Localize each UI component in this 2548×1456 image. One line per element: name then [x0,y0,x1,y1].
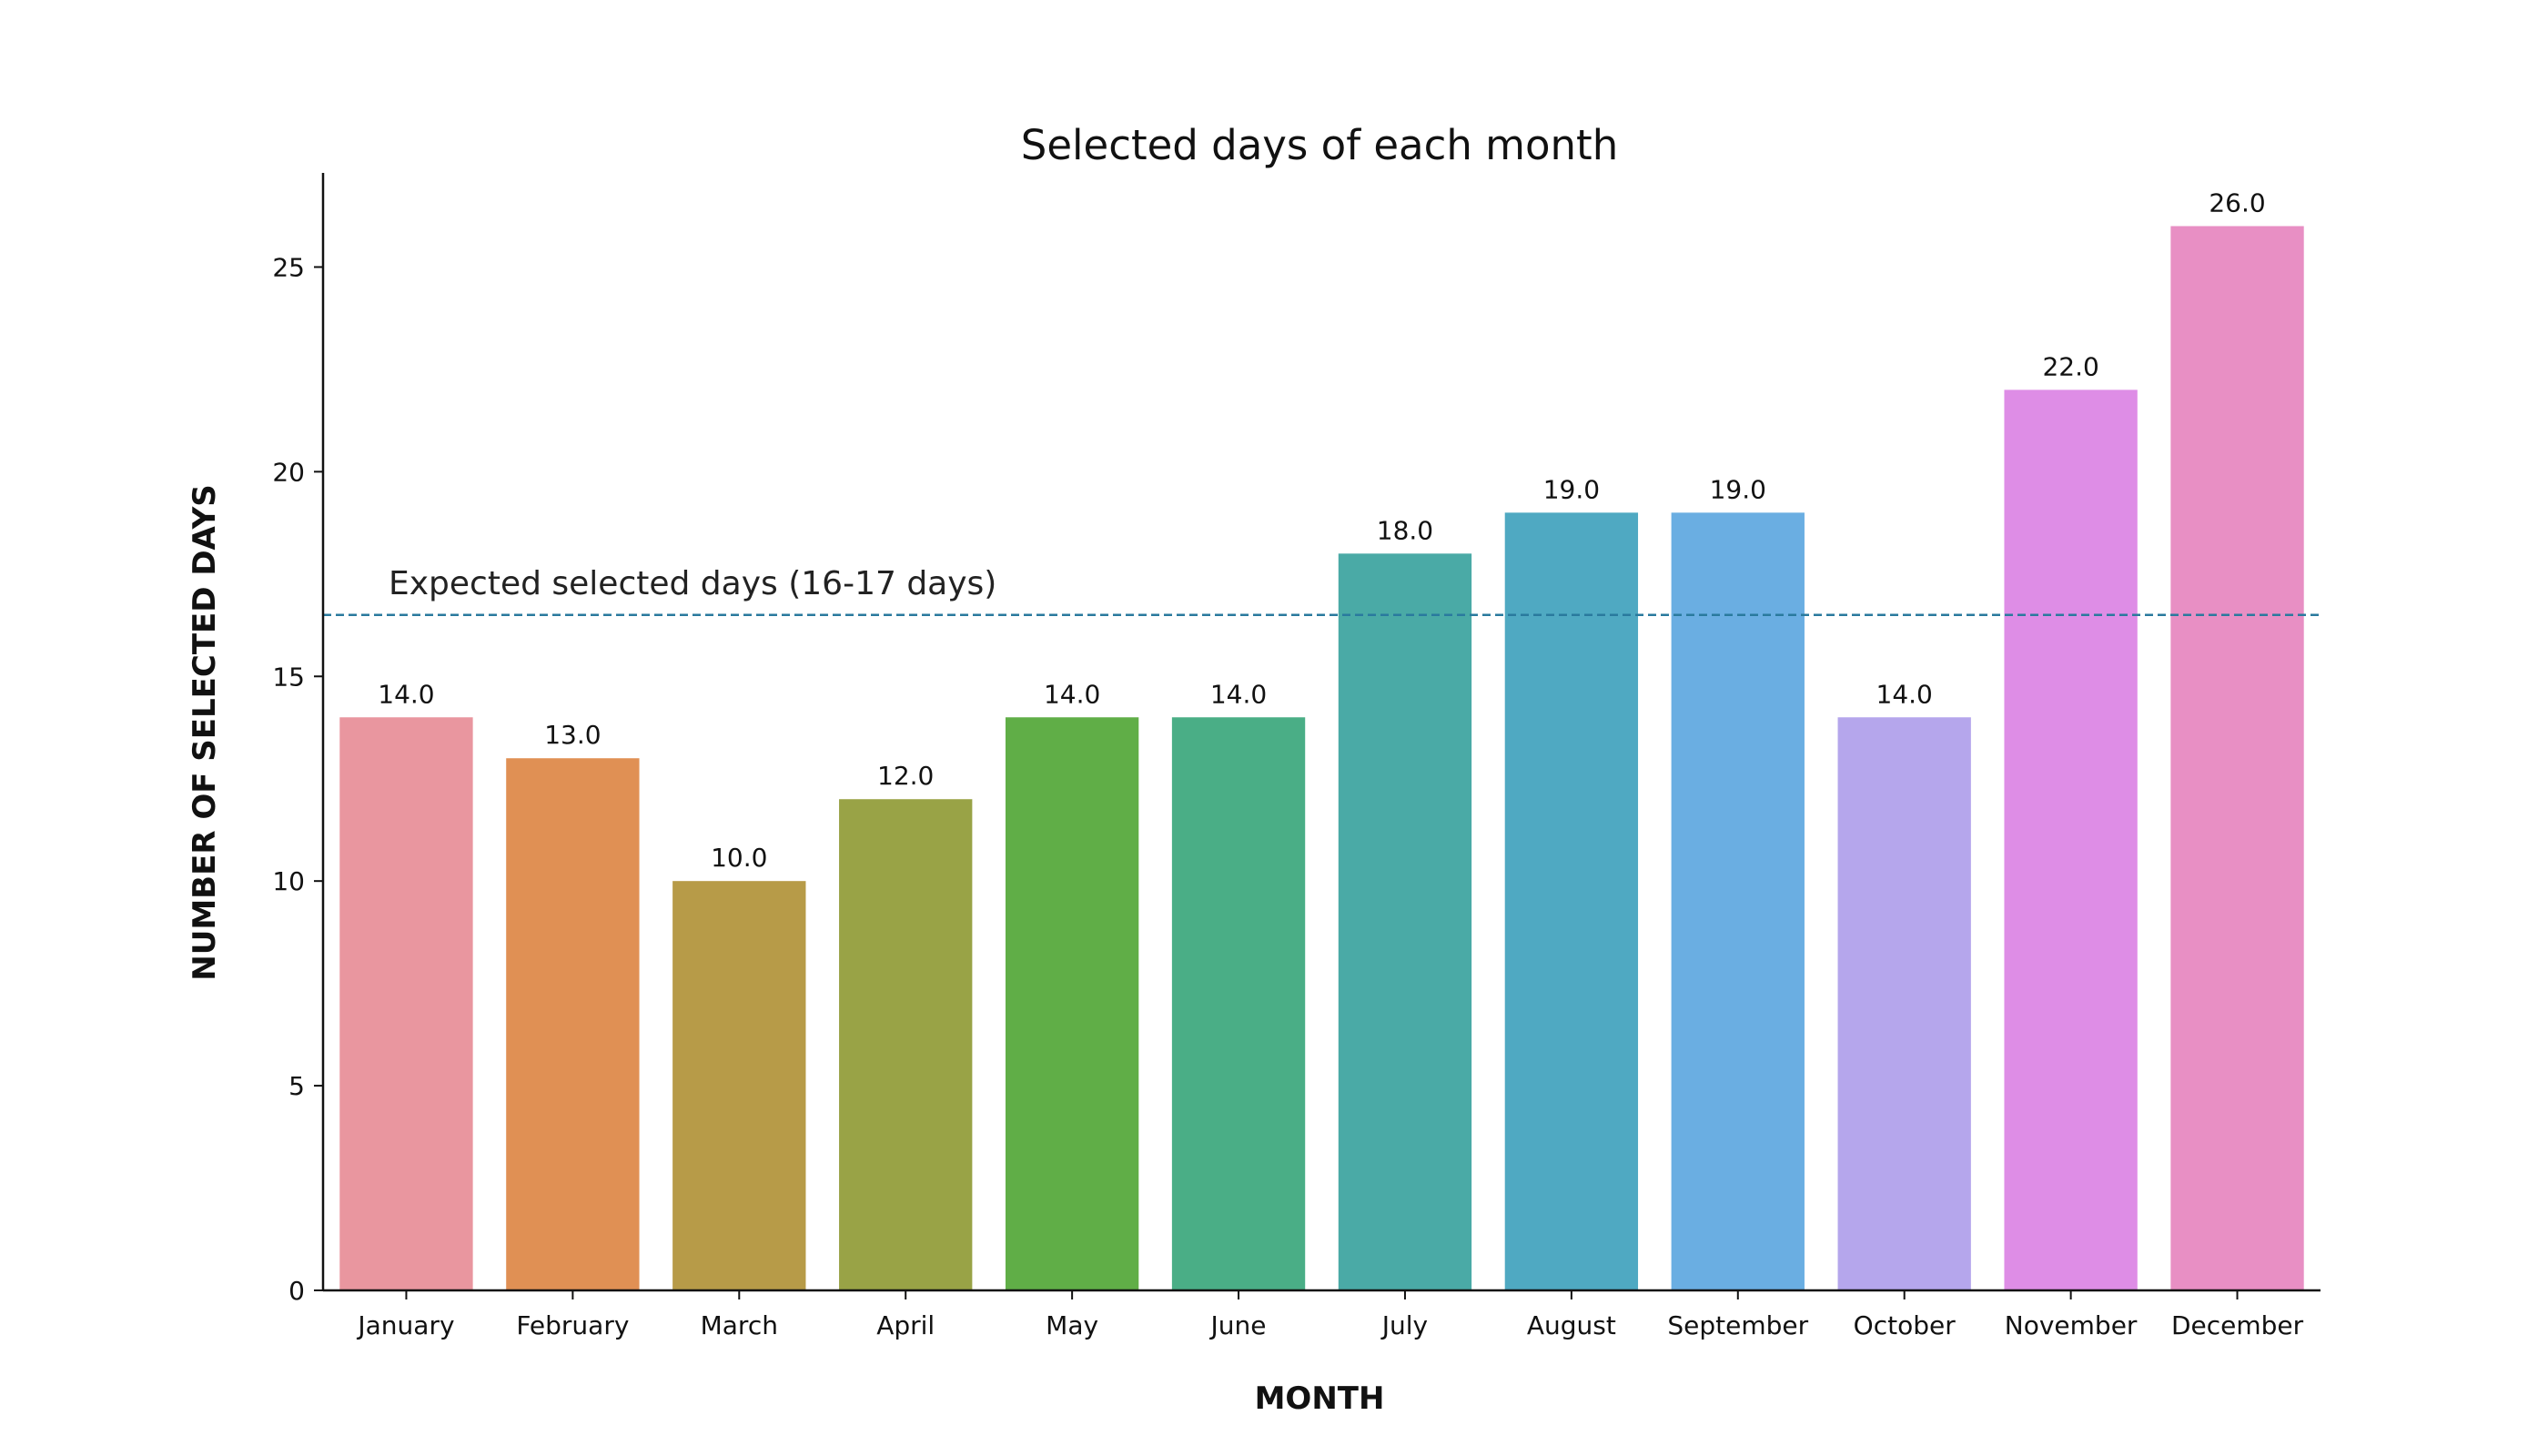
x-tick-label-june: June [1209,1310,1267,1340]
bar-february [506,758,640,1290]
x-tick-label-december: December [2171,1310,2304,1340]
x-tick-label-january: January [356,1310,454,1340]
data-label-november: 22.0 [2042,351,2098,381]
data-labels-group: 14.0 13.0 10.0 12.0 14.0 14.0 18.0 19.0 19.0 14.0… [378,187,2265,873]
bar-august [1504,512,1639,1290]
x-tick-label-may: May [1046,1310,1098,1340]
bar-may [1005,717,1139,1290]
y-axis-label: NUMBER OF SELECTED DAYS [187,484,223,980]
x-tick-label-february: February [516,1310,629,1340]
data-label-october: 14.0 [1876,679,1933,709]
y-tick-label-15: 15 [272,662,305,692]
data-label-august: 19.0 [1543,474,1600,504]
axes-group: January February March April May June July Augu… [272,173,2320,1340]
chart-title: Selected days of each month [1021,121,1618,169]
bar-november [2004,389,2138,1290]
bar-june [1171,717,1306,1290]
x-tick-label-march: March [701,1310,778,1340]
data-label-february: 13.0 [544,720,601,750]
y-tick-label-5: 5 [288,1071,305,1101]
bar-september [1671,512,1805,1290]
x-tick-label-november: November [2005,1310,2138,1340]
bar-july [1338,553,1472,1290]
x-tick-label-october: October [1854,1310,1956,1340]
data-label-september: 19.0 [1710,474,1766,504]
y-tick-label-10: 10 [272,866,305,896]
x-tick-label-july: July [1380,1310,1428,1340]
data-label-july: 18.0 [1377,515,1433,545]
data-label-june: 14.0 [1210,679,1267,709]
bar-october [1837,717,1971,1290]
x-tick-label-september: September [1667,1310,1808,1340]
bar-april [839,799,973,1290]
bar-march [672,881,806,1290]
y-tick-label-20: 20 [272,457,305,487]
data-label-december: 26.0 [2209,187,2265,217]
data-label-may: 14.0 [1044,679,1100,709]
x-tick-label-april: April [876,1310,935,1340]
bars-group [339,226,2304,1290]
y-tick-label-0: 0 [288,1276,305,1306]
data-label-march: 10.0 [711,843,767,873]
data-label-january: 14.0 [378,679,434,709]
x-tick-label-august: August [1527,1310,1616,1340]
reference-line-label: Expected selected days (16-17 days) [389,565,996,602]
bar-december [2170,226,2304,1290]
x-axis-label: MONTH [1255,1380,1385,1417]
y-tick-label-25: 25 [272,252,305,282]
data-label-april: 12.0 [877,761,934,791]
reference-line-group: Expected selected days (16-17 days) [323,565,2320,617]
bar-january [339,717,473,1290]
